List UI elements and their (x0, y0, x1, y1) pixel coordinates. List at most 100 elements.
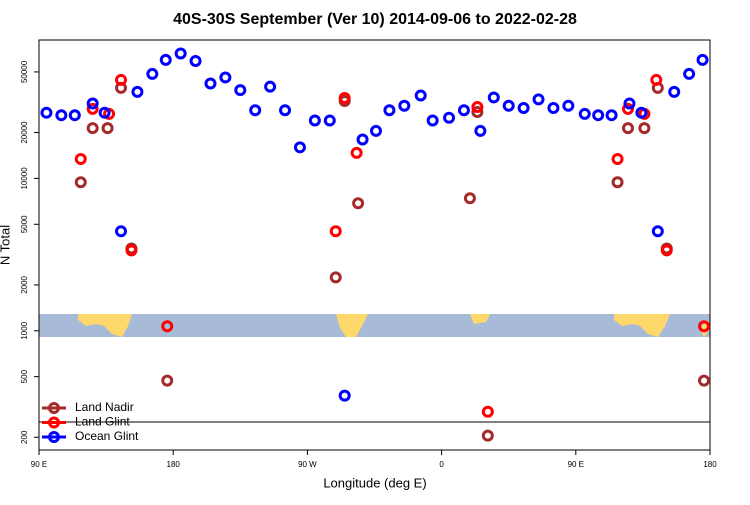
point (562, 99, 575, 112)
point (605, 109, 618, 122)
point (481, 429, 494, 442)
point (696, 53, 709, 66)
x-tick-label: 90 E (568, 460, 584, 469)
point (329, 271, 342, 284)
point (592, 109, 605, 122)
land-africa (470, 314, 490, 324)
point (74, 176, 87, 189)
point (86, 102, 99, 115)
point (383, 104, 396, 117)
point (463, 192, 476, 205)
point (660, 244, 673, 257)
legend-label: Ocean Glint (75, 429, 139, 443)
point (414, 89, 427, 102)
point (86, 122, 99, 135)
legend-label: Land Glint (75, 415, 130, 429)
point (338, 92, 351, 105)
map-strip (39, 314, 710, 337)
point (502, 99, 515, 112)
point (356, 133, 369, 146)
point (481, 405, 494, 418)
legend-label: Land Nadir (75, 400, 134, 414)
point (369, 124, 382, 137)
point (204, 77, 217, 90)
point (471, 105, 484, 118)
point (323, 114, 336, 127)
point (74, 153, 87, 166)
point (329, 225, 342, 238)
point (159, 53, 172, 66)
point (161, 374, 174, 387)
point (125, 244, 138, 257)
point (638, 122, 651, 135)
land-australia (614, 314, 670, 337)
x-tick-label: 90 E (31, 460, 47, 469)
y-tick-label: 1000 (20, 321, 29, 339)
y-axis-label: N Total (0, 225, 12, 265)
plot-frame (38, 39, 711, 451)
chart-title: 40S-30S September (Ver 10) 2014-09-06 to… (173, 11, 577, 28)
point (668, 85, 681, 98)
point (264, 80, 277, 93)
ocean-band (39, 314, 710, 337)
point (293, 141, 306, 154)
point (578, 107, 591, 120)
point (635, 106, 648, 119)
point (131, 85, 144, 98)
point (338, 389, 351, 402)
point (426, 114, 439, 127)
point (611, 153, 624, 166)
point (611, 176, 624, 189)
point (683, 67, 696, 80)
point (219, 71, 232, 84)
point (547, 101, 560, 114)
point (234, 84, 247, 97)
point (623, 97, 636, 110)
x-tick-label: 0 (439, 460, 444, 469)
point (443, 111, 456, 124)
legend-marker (48, 431, 60, 443)
point (517, 101, 530, 114)
point (115, 73, 128, 86)
legend-marker (48, 416, 60, 429)
y-tick-label: 200 (20, 430, 29, 444)
point (650, 73, 663, 86)
x-tick-label: 180 (167, 460, 181, 469)
point (55, 109, 68, 122)
y-tick-label: 500 (20, 369, 29, 383)
y-tick-label: 50000 (20, 60, 29, 83)
point (698, 374, 711, 387)
point (487, 91, 500, 104)
point (457, 104, 470, 117)
land-australia (78, 314, 132, 337)
point (621, 102, 634, 115)
point (308, 114, 321, 127)
y-tick-label: 20000 (20, 121, 29, 144)
point (651, 225, 664, 238)
point (350, 146, 363, 159)
land-south-america (336, 314, 368, 337)
point (352, 197, 365, 210)
x-tick-label: 90 W (298, 460, 317, 469)
point (161, 320, 174, 333)
point (68, 109, 81, 122)
point (698, 320, 711, 333)
point (115, 225, 128, 238)
point (98, 106, 111, 119)
x-tick-label: 180 (703, 460, 717, 469)
point (40, 106, 53, 119)
point (532, 93, 545, 106)
point (474, 124, 487, 137)
point (174, 47, 187, 60)
point (101, 122, 114, 135)
point (189, 54, 202, 67)
point (249, 104, 262, 117)
x-axis-label: Longitude (deg E) (323, 475, 426, 490)
point (621, 122, 634, 135)
point (398, 99, 411, 112)
legend-marker (48, 402, 60, 414)
point (86, 97, 99, 110)
y-tick-label: 2000 (20, 275, 29, 293)
point (279, 104, 292, 117)
